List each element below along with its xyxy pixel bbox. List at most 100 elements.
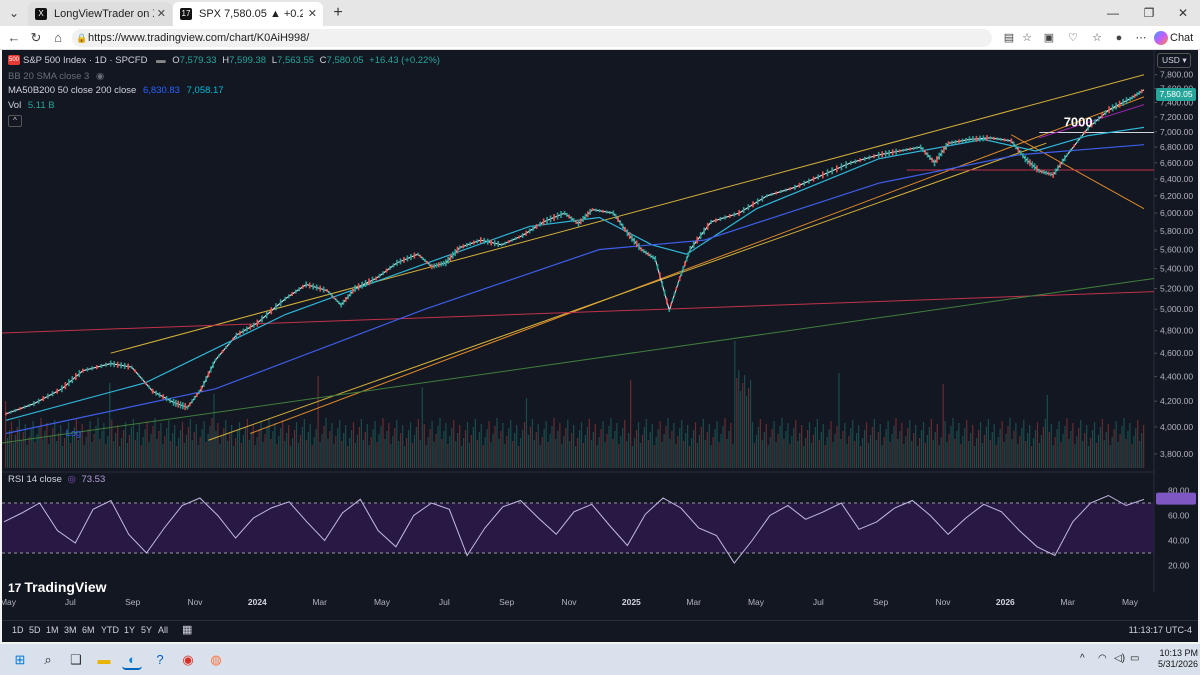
series-line-ma200 xyxy=(5,144,1145,435)
volume-bar xyxy=(525,398,528,468)
candle xyxy=(256,319,259,327)
timeframe-all[interactable]: All xyxy=(158,625,169,635)
minimize-icon[interactable]: — xyxy=(1107,6,1119,20)
candle xyxy=(682,266,685,272)
timeframe-1m[interactable]: 1M xyxy=(46,625,59,635)
volume-bar xyxy=(661,442,663,468)
browser-essentials-icon[interactable]: ♡ xyxy=(1068,32,1078,44)
file-explorer-icon[interactable]: ▬ xyxy=(97,652,111,667)
close-window-icon[interactable]: ✕ xyxy=(1177,6,1189,20)
refresh-icon[interactable]: ↻ xyxy=(30,30,42,45)
volume-bar xyxy=(69,443,72,468)
home-icon[interactable]: ⌂ xyxy=(54,30,62,45)
bb-legend[interactable]: BB 20 SMA close 3 ◉ xyxy=(8,71,105,82)
ma200-value: 7,058.17 xyxy=(186,85,224,96)
candle xyxy=(123,362,126,369)
candle xyxy=(602,209,604,213)
extension-icon[interactable]: ▣ xyxy=(1043,32,1055,44)
volume-bar xyxy=(999,429,1001,468)
tab-actions-menu-icon[interactable]: ⌄ xyxy=(8,6,20,20)
back-icon[interactable]: ← xyxy=(7,30,21,45)
volume-bar xyxy=(899,431,901,468)
volume-bar xyxy=(486,429,488,468)
short-channel-line xyxy=(1039,104,1145,139)
volume-bar xyxy=(451,428,453,468)
chat-button[interactable]: Chat xyxy=(1152,29,1196,47)
candle xyxy=(710,219,712,224)
wifi-icon[interactable]: ◠ xyxy=(1098,653,1107,664)
volume-legend[interactable]: Vol 5.11 B xyxy=(8,100,55,111)
volume-bar xyxy=(883,437,885,468)
volume-bar xyxy=(1119,434,1121,468)
browser-tab-tradingview[interactable]: 17 SPX 7,580.05 ▲ +0.22% Unnamed ✕ xyxy=(173,2,323,26)
restore-icon[interactable]: ❐ xyxy=(1143,6,1155,20)
visibility-eye-icon[interactable]: ◉ xyxy=(95,71,105,82)
tradingview-brand[interactable]: 17 TradingView xyxy=(8,579,107,595)
close-tab-icon[interactable]: ✕ xyxy=(156,8,166,20)
volume-bar xyxy=(669,439,671,468)
timeframe-ytd[interactable]: YTD xyxy=(101,625,119,635)
profile-avatar-icon[interactable]: ● xyxy=(1115,32,1123,44)
candle xyxy=(151,388,154,394)
chrome-icon[interactable]: ◉ xyxy=(182,652,194,667)
new-tab-icon[interactable]: + xyxy=(333,4,343,21)
collapse-legend-icon[interactable]: ^ xyxy=(8,115,22,127)
volume-bar xyxy=(757,427,759,468)
ma-legend[interactable]: MA50B200 50 close 200 close 6,830.83 7,0… xyxy=(8,85,224,96)
log-scale-label[interactable]: Log xyxy=(66,428,82,438)
currency-selector[interactable]: USD ▾ xyxy=(1157,53,1191,68)
candle xyxy=(1024,155,1027,163)
price-chart[interactable]: 7,800.007,600.007,400.007,200.007,000.00… xyxy=(2,50,1198,642)
candle xyxy=(265,311,268,319)
rsi-settings-icon[interactable]: ◎ xyxy=(67,474,76,485)
system-clock[interactable]: 10:13 PM 5/31/2026 xyxy=(1157,648,1198,669)
search-icon[interactable]: ⌕ xyxy=(44,652,52,667)
volume-bar xyxy=(394,428,396,468)
volume-bar xyxy=(690,438,693,468)
firefox-icon[interactable]: ◍ xyxy=(210,652,222,667)
volume-bar xyxy=(91,442,93,468)
favorites-icon[interactable]: ☆ xyxy=(1092,32,1102,44)
task-view-icon[interactable]: ❑ xyxy=(70,652,82,667)
more-options-icon[interactable]: ⋯ xyxy=(1135,32,1147,44)
candle xyxy=(75,373,77,381)
timeframe-3m[interactable]: 3M xyxy=(64,625,77,635)
volume-bar xyxy=(895,418,897,468)
candle xyxy=(469,241,472,246)
date-range-calendar-icon[interactable]: ▦ xyxy=(182,624,193,636)
timeframe-1d[interactable]: 1D xyxy=(12,625,24,635)
close-tab-icon[interactable]: ✕ xyxy=(307,8,317,20)
price-tick-label: 5,600.00 xyxy=(1160,244,1193,254)
reader-view-icon[interactable]: ▤ xyxy=(1003,32,1015,44)
volume-bar xyxy=(1099,427,1101,468)
candle xyxy=(642,249,645,254)
edge-browser-icon[interactable]: ◐ xyxy=(122,650,142,670)
volume-bar xyxy=(113,441,115,468)
volume-bar xyxy=(211,418,213,468)
rsi-legend[interactable]: RSI 14 close ◎ 73.53 xyxy=(8,474,106,485)
tradingview-chart[interactable]: 7,800.007,600.007,400.007,200.007,000.00… xyxy=(2,50,1198,642)
volume-bar xyxy=(388,423,390,468)
volume-bar xyxy=(850,428,852,468)
timeframe-5d[interactable]: 5D xyxy=(29,625,41,635)
help-icon[interactable]: ? xyxy=(156,652,164,667)
battery-icon[interactable]: ▭ xyxy=(1130,653,1140,664)
volume-bar xyxy=(960,444,962,468)
windows-start-icon[interactable]: ⊞ xyxy=(14,652,26,667)
volume-bar xyxy=(765,424,767,468)
timeframe-6m[interactable]: 6M xyxy=(82,625,95,635)
browser-tab-x[interactable]: X LongViewTrader on X: "$SPX daily ✕ xyxy=(28,2,172,26)
timeframe-1y[interactable]: 1Y xyxy=(124,625,136,635)
volume-bar xyxy=(643,427,645,468)
volume-bar xyxy=(470,435,473,468)
volume-icon[interactable]: ◁) xyxy=(1114,653,1126,664)
timeframe-5y[interactable]: 5Y xyxy=(141,625,153,635)
url-field[interactable]: 🔒 https://www.tradingview.com/chart/K0Ai… xyxy=(72,29,992,47)
tray-overflow-icon[interactable]: ^ xyxy=(1080,653,1085,664)
favorite-star-icon[interactable]: ☆ xyxy=(1022,32,1032,44)
candle xyxy=(1054,168,1057,175)
symbol-menu-icon[interactable]: ▬ xyxy=(156,55,166,66)
candle xyxy=(696,236,698,244)
chart-clock[interactable]: 11:13:17 UTC-4 xyxy=(1128,625,1192,635)
volume-bar xyxy=(187,427,189,468)
